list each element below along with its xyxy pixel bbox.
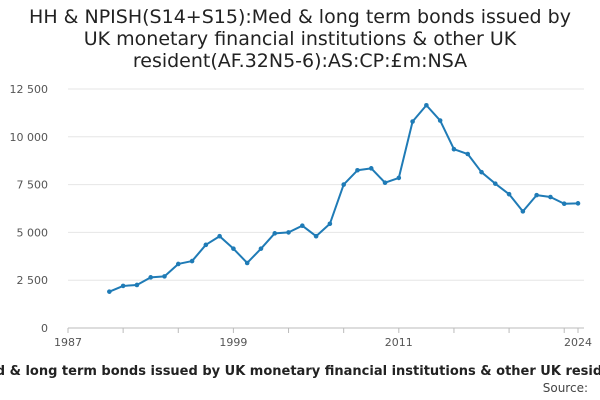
data-point — [561, 201, 567, 207]
data-point — [341, 182, 346, 187]
data-point — [396, 175, 402, 181]
data-point — [107, 289, 112, 294]
data-point — [300, 223, 305, 229]
source-label: Source: — [542, 381, 588, 395]
x-tick-label: 1999 — [219, 336, 247, 349]
chart-title: HH & NPISH(S14+S15):Med & long term bond… — [0, 6, 600, 72]
chart-title-line-2: UK monetary financial institutions & oth… — [83, 28, 517, 50]
data-point — [148, 275, 154, 280]
data-point — [217, 233, 222, 239]
data-point — [382, 180, 388, 185]
data-point — [506, 191, 512, 197]
data-point — [231, 246, 236, 251]
data-point — [175, 261, 181, 267]
x-tick-label: 2011 — [385, 336, 413, 349]
data-point — [189, 258, 195, 264]
data-point — [410, 119, 415, 124]
data-point — [258, 246, 264, 251]
data-point — [272, 231, 278, 236]
y-tick-label: 2 500 — [17, 274, 49, 287]
data-point — [327, 221, 333, 227]
data-point — [120, 283, 126, 289]
data-point — [548, 194, 553, 200]
axes: 0 2 500 5 000 7 500 10 000 12 500 1987 1999 2011… — [10, 83, 593, 349]
data-point — [465, 151, 471, 157]
data-point — [286, 230, 291, 235]
data-point — [575, 201, 581, 206]
data-point — [479, 169, 484, 175]
x-axis-label: Med & long term bonds issued by UK monet… — [0, 364, 600, 379]
y-tick-label: 10 000 — [10, 131, 49, 144]
y-tick-label: 0 — [41, 322, 48, 335]
data-point — [244, 260, 250, 266]
data-point — [134, 282, 140, 288]
chart-title-line-1: HH & NPISH(S14+S15):Med & long term bond… — [29, 6, 571, 28]
y-tick-label: 5 000 — [17, 226, 49, 239]
data-point — [355, 167, 360, 173]
gridlines — [68, 88, 584, 329]
y-tick-label: 12 500 — [10, 83, 49, 96]
chart-title-line-3: resident(AF.32N5-6):AS:CP:£m:NSA — [132, 50, 468, 72]
series — [107, 102, 581, 294]
data-point — [437, 118, 443, 123]
data-point — [313, 233, 319, 239]
data-point — [424, 102, 429, 108]
data-point — [203, 242, 209, 248]
data-point — [162, 274, 167, 279]
x-tick-label: 1987 — [54, 336, 82, 349]
data-point — [520, 209, 526, 214]
x-tick-label: 2024 — [564, 336, 592, 349]
data-point — [534, 192, 539, 198]
data-point — [368, 166, 374, 171]
x-axis-caption: Med & long term bonds issued by UK monet… — [0, 364, 600, 384]
data-point — [451, 146, 457, 152]
data-point — [492, 181, 498, 186]
y-tick-label: 7 500 — [17, 179, 49, 192]
